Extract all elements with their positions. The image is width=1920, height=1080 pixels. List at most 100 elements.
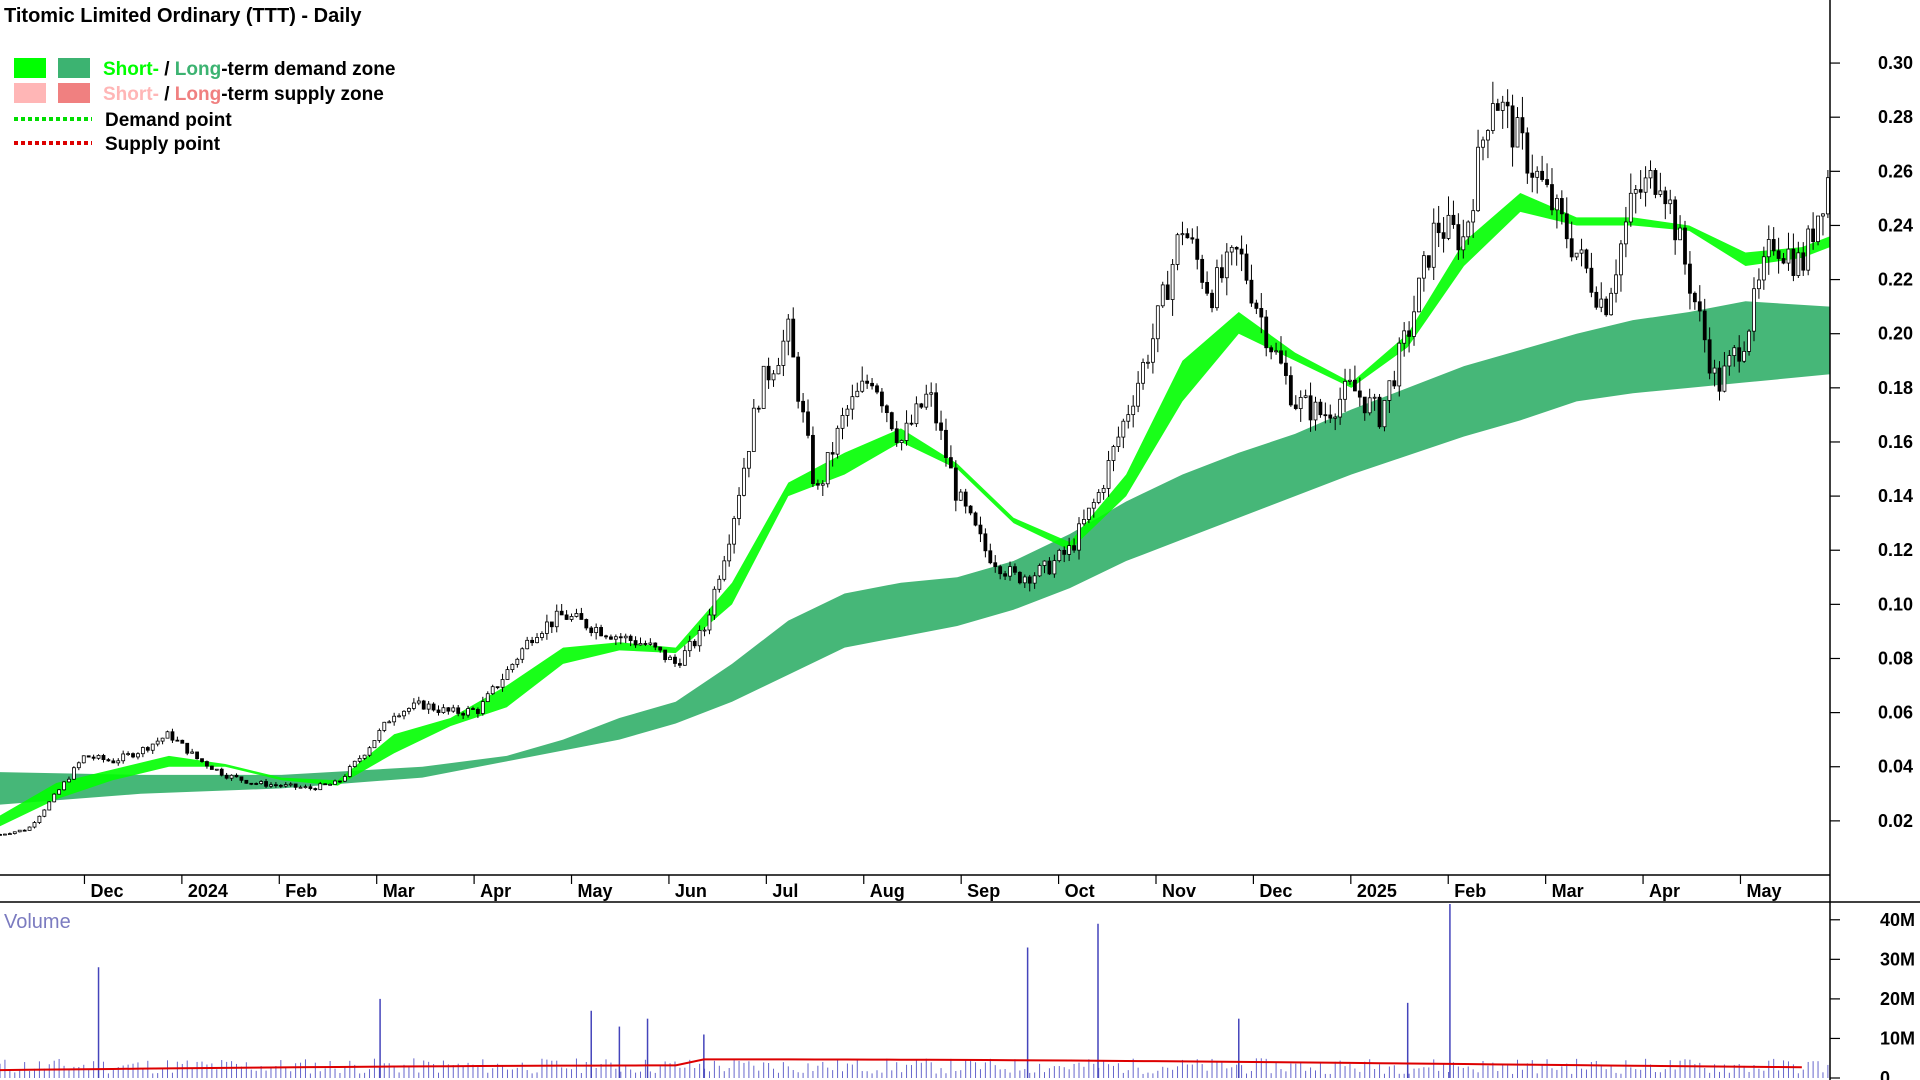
candle-body	[1175, 234, 1180, 265]
candle-body	[308, 786, 313, 789]
candle-body	[1628, 192, 1633, 223]
candle-body	[953, 467, 958, 501]
candle-body	[200, 758, 204, 762]
candle-body	[1471, 210, 1476, 223]
candle-body	[1032, 575, 1037, 584]
price-tick-label: 0.12	[1878, 540, 1913, 560]
candle-body	[1712, 367, 1717, 374]
candle-body	[224, 774, 229, 779]
candle-body	[1599, 298, 1604, 308]
candle-body	[303, 786, 308, 789]
candle-body	[1579, 249, 1584, 254]
candle-body	[1111, 446, 1116, 461]
volume-tick-label: 20M	[1880, 989, 1915, 1009]
legend-swatch-long-supply	[58, 83, 90, 103]
candle-body	[1456, 224, 1461, 251]
candle-body	[416, 700, 421, 704]
candle-body	[702, 629, 707, 632]
candle-body	[1288, 375, 1293, 406]
candle-body	[801, 400, 805, 413]
candle-body	[1717, 367, 1722, 392]
candle-body	[288, 783, 293, 786]
candle-body	[1540, 170, 1545, 180]
candle-body	[367, 747, 372, 756]
candle-body	[1249, 279, 1254, 304]
candle-body	[180, 739, 185, 744]
volume-tick-label: 0	[1880, 1068, 1890, 1080]
time-tick-label: 2025	[1357, 881, 1397, 901]
candle-body	[618, 636, 623, 639]
candle-body	[3, 833, 7, 836]
candle-body	[397, 715, 401, 718]
candle-body	[643, 643, 648, 645]
candle-body	[1318, 401, 1323, 416]
candle-body	[1781, 258, 1786, 264]
candle-body	[1515, 117, 1520, 148]
candle-body	[264, 781, 268, 787]
candle-body	[712, 588, 717, 616]
candle-body	[86, 755, 91, 758]
price-tick-label: 0.16	[1878, 432, 1913, 452]
legend-demand-zone: Short- / Long-term demand zone	[103, 59, 395, 80]
candle-body	[338, 780, 342, 783]
candle-body	[544, 621, 549, 634]
candle-body	[889, 412, 894, 430]
candle-body	[1407, 330, 1411, 337]
candle-body	[76, 762, 81, 769]
candle-body	[1397, 342, 1402, 387]
candle-body	[234, 774, 239, 778]
candle-body	[944, 429, 948, 458]
candle-body	[1668, 199, 1673, 205]
candle-body	[150, 743, 155, 751]
candle-body	[1377, 396, 1382, 428]
price-tick-label: 0.30	[1878, 53, 1913, 73]
candle-body	[1323, 414, 1328, 417]
candle-body	[402, 710, 406, 717]
candle-body	[535, 637, 539, 644]
candle-body	[347, 766, 352, 777]
candle-body	[1279, 350, 1283, 364]
candle-body	[820, 483, 825, 486]
candle-body	[761, 365, 766, 409]
candle-body	[1274, 350, 1278, 353]
candle-body	[1702, 310, 1707, 341]
candle-body	[1269, 347, 1274, 353]
candle-body	[131, 753, 135, 758]
candle-body	[96, 755, 101, 759]
candle-body	[1555, 198, 1559, 211]
candle-body	[91, 756, 96, 759]
candle-body	[678, 663, 682, 666]
candle-body	[466, 708, 470, 716]
candle-body	[421, 700, 426, 710]
candle-body	[7, 833, 12, 835]
candle-body	[613, 636, 618, 640]
time-tick-label: Apr	[480, 881, 511, 901]
candle-body	[1343, 380, 1347, 400]
candle-body	[1131, 405, 1136, 416]
candle-body	[776, 365, 781, 375]
candle-body	[1195, 238, 1200, 260]
candle-body	[1653, 170, 1658, 195]
candle-body	[1535, 170, 1540, 178]
candle-body	[880, 391, 884, 407]
candle-body	[1185, 233, 1190, 239]
time-tick-label: Jul	[772, 881, 798, 901]
candle-body	[1776, 250, 1781, 259]
time-tick-label: Dec	[90, 881, 123, 901]
candle-body	[1697, 301, 1702, 312]
candle-body	[67, 778, 71, 783]
time-tick-label: Dec	[1259, 881, 1292, 901]
candle-body	[1219, 267, 1224, 279]
candle-body	[1205, 282, 1209, 294]
candle-body	[1357, 390, 1362, 398]
candle-body	[870, 382, 874, 387]
candle-body	[333, 780, 337, 785]
candle-body	[515, 658, 520, 665]
price-tick-label: 0.04	[1878, 757, 1913, 777]
candle-body	[1796, 252, 1801, 276]
candle-body	[1244, 253, 1249, 281]
candle-body	[1382, 400, 1387, 428]
candle-body	[1165, 284, 1170, 300]
candle-body	[998, 566, 1003, 575]
